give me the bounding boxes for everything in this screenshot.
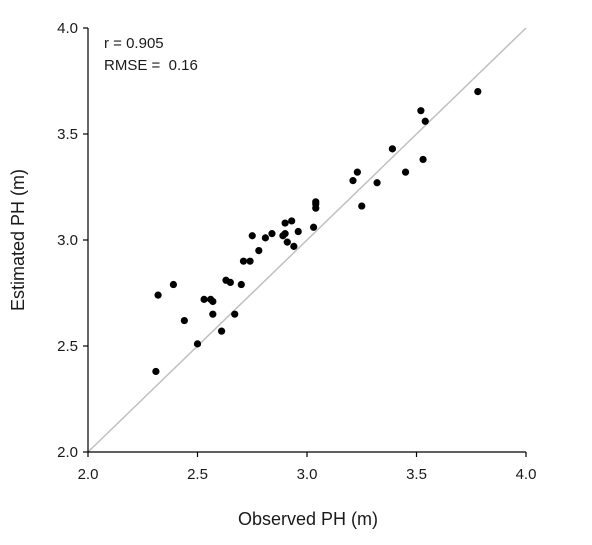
y-tick-label: 3.0 [57,232,78,249]
data-points [152,88,482,376]
scatter-point [281,219,289,227]
scatter-point [312,198,320,206]
scatter-point [358,202,366,210]
scatter-point [373,179,381,187]
scatter-point [349,177,357,185]
scatter-point [193,340,202,348]
scatter-point [421,117,429,125]
scatter-point [246,257,254,265]
scatter-point [154,291,162,299]
scatter-point [209,310,217,318]
x-tick-label: 3.5 [406,466,427,483]
scatter-point [290,242,298,250]
scatter-point [169,280,178,289]
y-axis-ticks: 2.0 2.5 3.0 3.5 4.0 [57,20,88,461]
annotation-rmse: RMSE = 0.16 [104,57,198,74]
scatter-point [294,227,302,236]
scatter-point [388,145,397,153]
scatter-point [268,230,276,238]
x-tick-label: 4.0 [516,466,537,483]
y-tick-label: 2.5 [57,338,78,355]
scatter-point [474,88,482,96]
annotation-r: r = 0.905 [104,35,164,52]
x-axis-title: Observed PH (m) [238,509,378,529]
scatter-point [309,223,318,231]
x-tick-label: 3.0 [297,466,318,483]
scatter-point [237,280,245,289]
scatter-point [281,230,289,238]
y-tick-label: 3.5 [57,126,78,143]
scatter-point [239,257,248,265]
x-tick-label: 2.0 [78,466,99,483]
scatter-point [261,234,269,242]
x-axis-ticks: 2.0 2.5 3.0 3.5 4.0 [78,452,537,483]
scatter-point [180,316,188,325]
y-tick-label: 4.0 [57,20,78,37]
scatter-point [200,295,208,303]
scatter-point [419,155,427,164]
scatter-point [217,327,226,335]
x-tick-label: 2.5 [187,466,208,483]
scatter-point [209,297,217,306]
scatter-point [417,107,425,115]
scatter-point [152,367,160,376]
scatter-point [288,217,296,225]
one-to-one-line [87,27,527,453]
scatter-point [353,168,361,176]
scatter-point [231,310,239,318]
scatter-point [248,232,256,240]
scatter-point [401,168,410,176]
y-axis-title: Estimated PH (m) [8,169,28,311]
scatter-point [226,278,234,286]
y-tick-label: 2.0 [57,444,78,461]
scatter-point [255,247,263,255]
scatter-point [283,238,291,246]
